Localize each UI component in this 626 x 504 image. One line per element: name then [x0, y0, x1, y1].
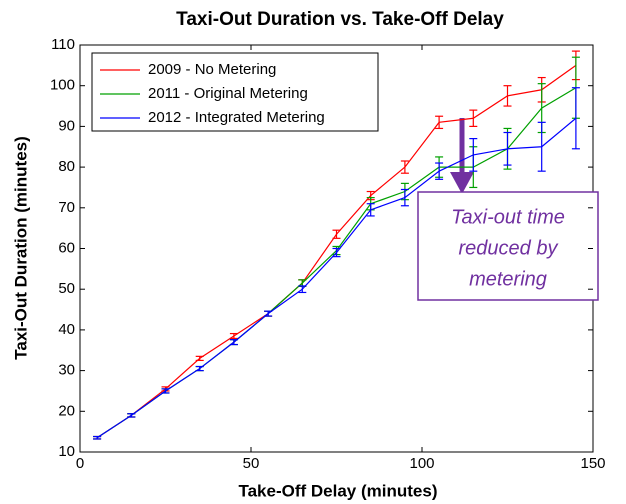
x-tick-label: 150: [580, 455, 605, 472]
error-bar: [161, 388, 170, 394]
error-bar: [503, 131, 512, 166]
error-bar: [229, 339, 238, 346]
error-bar: [93, 435, 102, 440]
y-tick-label: 100: [50, 77, 75, 94]
x-tick-label: 50: [243, 455, 260, 472]
error-bar: [435, 115, 444, 130]
y-tick-label: 30: [58, 362, 75, 379]
y-axis-label: Taxi-Out Duration (minutes): [11, 136, 30, 360]
y-tick-label: 60: [58, 239, 75, 256]
error-bar: [332, 247, 341, 258]
y-tick-label: 70: [58, 199, 75, 216]
x-tick-label: 100: [409, 455, 434, 472]
error-bar: [195, 365, 204, 372]
y-tick-label: 40: [58, 321, 75, 338]
error-bar: [571, 87, 580, 150]
annotation-text: reduced by: [459, 237, 559, 259]
error-bar: [435, 162, 444, 180]
chart-title: Taxi-Out Duration vs. Take-Off Delay: [176, 9, 504, 30]
error-bar: [469, 138, 478, 172]
error-bar: [537, 121, 546, 172]
error-bar: [229, 332, 238, 340]
legend-label: 2012 - Integrated Metering: [148, 109, 325, 126]
error-bar: [400, 188, 409, 207]
legend-label: 2011 - Original Metering: [148, 85, 308, 102]
annotation-text: Taxi-out time: [451, 206, 565, 228]
error-bar: [332, 229, 341, 239]
error-bar: [400, 160, 409, 174]
y-tick-label: 20: [58, 402, 75, 419]
y-tick-label: 90: [58, 117, 75, 134]
error-bar: [195, 355, 204, 362]
annotation-text: metering: [469, 268, 547, 290]
y-tick-label: 80: [58, 158, 75, 175]
annotation-box: [417, 191, 599, 301]
annotation-arrowhead: [450, 172, 474, 194]
error-bar: [503, 85, 512, 107]
error-bar: [264, 310, 273, 317]
legend-label: 2009 - No Metering: [148, 61, 276, 78]
y-tick-label: 50: [58, 280, 75, 297]
x-tick-label: 0: [76, 455, 84, 472]
y-tick-label: 110: [51, 36, 75, 53]
y-tick-label: 10: [58, 443, 75, 460]
error-bar: [469, 109, 478, 128]
error-bar: [127, 413, 136, 418]
x-axis-label: Take-Off Delay (minutes): [238, 481, 437, 500]
error-bar: [366, 203, 375, 217]
error-bar: [298, 285, 307, 294]
